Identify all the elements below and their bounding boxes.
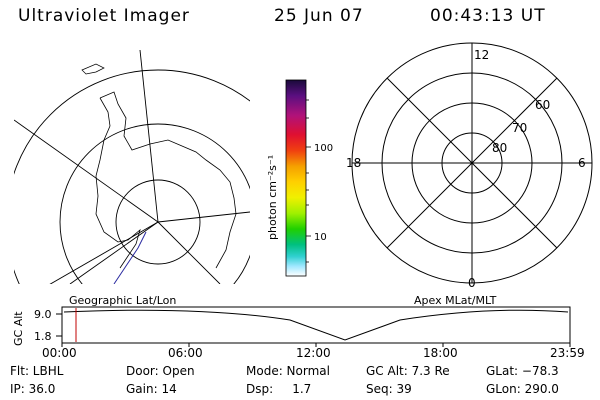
alt-tick-high: 9.0 <box>34 308 52 321</box>
footer-glon: GLon: 290.0 <box>486 382 559 396</box>
colorbar-scale <box>285 79 307 277</box>
time-tick-0000: 00:00 <box>42 346 77 360</box>
footer-glat: GLat: −78.3 <box>486 364 559 378</box>
time-tick-1200: 12:00 <box>296 346 331 360</box>
footer-mode: Mode: Normal <box>246 364 330 378</box>
mlt-label-left: 18 <box>346 156 361 170</box>
time-label: 00:43:13 UT <box>430 6 546 26</box>
mlt-label-top: 12 <box>474 48 489 62</box>
colorbar-tick-100: 100 <box>314 143 333 154</box>
polar-dial <box>351 42 593 284</box>
time-tick-0600: 06:00 <box>168 346 203 360</box>
altitude-curve <box>63 309 569 341</box>
mlt-label-right: 6 <box>578 156 586 170</box>
timeline-axis-label: GC Alt <box>12 311 25 346</box>
mlat-label-80: 80 <box>492 141 507 155</box>
date-label: 25 Jun 07 <box>274 6 364 26</box>
colorbar-unit-label: photon cm⁻²s⁻¹ <box>266 155 279 240</box>
timeline-frame <box>61 306 571 344</box>
footer-gain: Gain: 14 <box>126 382 177 396</box>
instrument-title: Ultraviolet Imager <box>18 6 190 26</box>
time-tick-2359: 23:59 <box>550 346 585 360</box>
geographic-map <box>14 50 250 284</box>
timeline-right-caption: Apex MLat/MLT <box>414 294 497 307</box>
mlat-label-60: 60 <box>535 98 550 112</box>
alt-tick-low: 1.8 <box>34 330 52 343</box>
footer-filter: Flt: LBHL <box>10 364 64 378</box>
footer-door: Door: Open <box>126 364 195 378</box>
footer-dsp: Dsp: 1.7 <box>246 382 312 396</box>
timeline-left-caption: Geographic Lat/Lon <box>69 294 176 307</box>
colorbar-tick-10: 10 <box>314 232 327 243</box>
time-tick-1800: 18:00 <box>423 346 458 360</box>
footer-ip: IP: 36.0 <box>10 382 56 396</box>
footer-gc-alt: GC Alt: 7.3 Re <box>366 364 450 378</box>
footer-seq: Seq: 39 <box>366 382 412 396</box>
mlt-label-bottom: 0 <box>468 276 476 290</box>
mlat-label-70: 70 <box>512 121 527 135</box>
